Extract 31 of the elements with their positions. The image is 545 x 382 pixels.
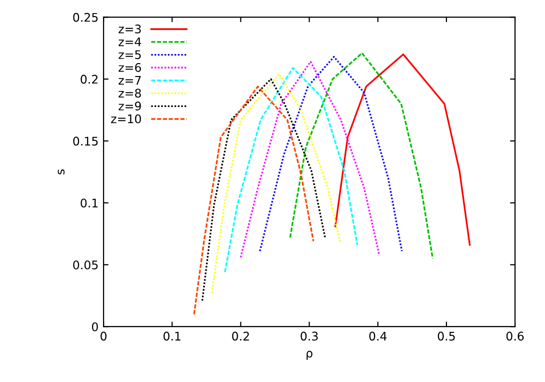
legend-label: z=9 [118, 102, 141, 110]
legend-label: z=8 [118, 88, 141, 98]
legend-label: z=7 [118, 76, 141, 85]
line-series [334, 53, 471, 246]
x-tick-label: 0.1 [164, 332, 180, 341]
y-tick-label: 0.05 [73, 260, 98, 270]
y-tick-label: 0.15 [73, 136, 98, 146]
legend-label: z=3 [118, 24, 141, 34]
x-tick-label: 0.6 [506, 332, 524, 341]
x-tick-label: 0.3 [300, 332, 318, 341]
legend-label: z=4 [118, 37, 142, 46]
y-tick-label: 0.25 [73, 12, 98, 22]
line-series [259, 56, 403, 252]
y-tick-label: 0 [92, 322, 98, 332]
line-series [289, 52, 434, 260]
x-tick-label: 0.5 [438, 332, 455, 341]
y-axis-title: s [58, 169, 65, 174]
y-tick-label: 0.2 [80, 74, 98, 84]
x-tick-label: 0.4 [369, 332, 387, 341]
legend-label: z=6 [118, 63, 141, 72]
legend-label: z=10 [111, 114, 141, 124]
line-series [240, 60, 380, 258]
line-series [201, 78, 326, 302]
x-tick-label: 0.2 [232, 332, 249, 341]
line-series [193, 86, 314, 316]
y-tick-label: 0.1 [80, 198, 98, 208]
x-axis-title: ρ [306, 350, 312, 360]
x-tick-label: 0 [100, 332, 107, 341]
legend-label: z=5 [118, 50, 141, 60]
line-series [211, 73, 341, 294]
line-series [224, 67, 358, 273]
